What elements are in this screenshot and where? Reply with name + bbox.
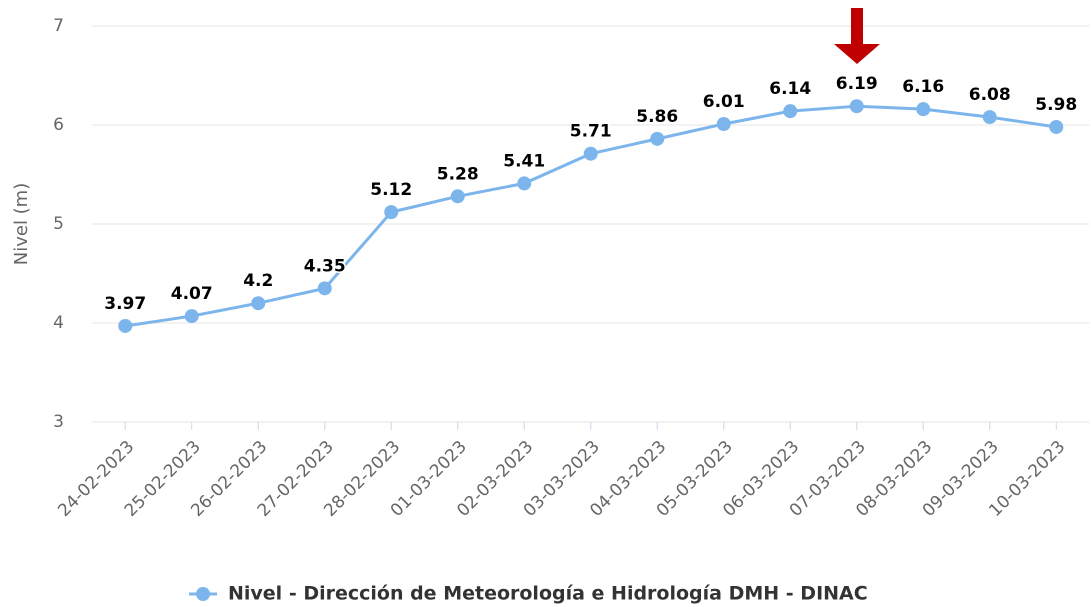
y-tick-label: 7: [53, 16, 64, 36]
point: [916, 102, 931, 117]
point: [1049, 119, 1064, 134]
point: [982, 110, 997, 125]
data-label: 4.07: [171, 284, 213, 304]
y-tick-label: 3: [53, 412, 64, 432]
y-tick-label: 4: [53, 313, 64, 333]
data-label: 4.2: [243, 271, 273, 291]
point: [317, 281, 332, 296]
point: [716, 117, 731, 132]
point: [384, 205, 399, 220]
point: [583, 146, 598, 161]
legend-marker: [196, 587, 210, 601]
data-label: 5.86: [636, 107, 678, 127]
data-label: 6.14: [769, 79, 811, 99]
point: [650, 131, 665, 146]
arrow-annotation: [834, 8, 880, 64]
data-label: 5.28: [437, 164, 479, 184]
point: [517, 176, 532, 191]
point: [783, 104, 798, 119]
data-label: 5.41: [503, 151, 545, 171]
data-label: 5.71: [570, 122, 612, 142]
y-axis-title: Nivel (m): [11, 183, 32, 266]
y-tick-label: 6: [53, 115, 64, 135]
data-label: 6.08: [969, 85, 1011, 105]
data-label: 6.01: [703, 92, 745, 112]
legend-label: Nivel - Dirección de Meteorología e Hidr…: [228, 583, 868, 605]
data-label: 6.16: [902, 77, 944, 97]
data-label: 3.97: [104, 294, 146, 314]
data-label: 5.98: [1035, 95, 1077, 115]
point: [118, 318, 133, 333]
y-tick-label: 5: [53, 214, 64, 234]
data-label: 5.12: [370, 180, 412, 200]
point: [450, 189, 465, 204]
data-label: 6.19: [836, 74, 878, 94]
point: [184, 309, 199, 324]
point: [849, 99, 864, 114]
data-label: 4.35: [304, 256, 346, 276]
point: [251, 296, 266, 311]
